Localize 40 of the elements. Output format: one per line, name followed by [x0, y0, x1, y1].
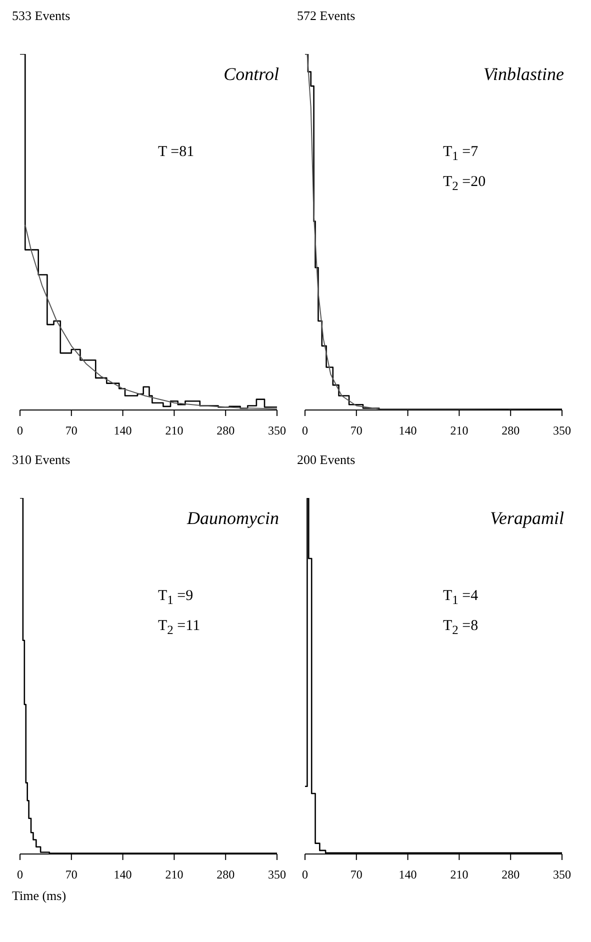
annotation: T$_{2}$ =8: [443, 618, 478, 638]
annotation: T$_{1}$ =7: [443, 144, 478, 164]
text: Daunomycin: [187, 508, 279, 529]
x-tick-label: 210: [450, 424, 468, 438]
x-tick-label: 0: [17, 868, 23, 882]
x-tick-label: 0: [17, 424, 23, 438]
chart-title: 533 Events: [11, 8, 72, 25]
x-tick-label: 140: [114, 424, 132, 438]
x-tick-label: 280: [502, 868, 520, 882]
x-tick-label: 140: [398, 424, 417, 438]
x-tick-label: 70: [65, 424, 78, 438]
x-tick-label: 210: [165, 868, 184, 882]
annotation: T$_{2}$ =20: [443, 174, 486, 194]
x-tick-label: 140: [398, 868, 417, 882]
x-tick-label: 280: [502, 424, 520, 438]
x-tick-label: 140: [114, 868, 132, 882]
x-tick-label: 350: [268, 868, 286, 882]
text: Vinblastine: [483, 64, 564, 85]
x-tick-label: 70: [350, 424, 362, 438]
text: Control: [224, 64, 279, 85]
x-tick-label: 210: [165, 424, 184, 438]
x-tick-label: 0: [302, 424, 308, 438]
x-tick-label: 0: [302, 868, 308, 882]
chart-title: 310 Events: [11, 452, 72, 469]
x-axis-title: Time (ms): [11, 888, 68, 904]
chart-title: 572 Events: [296, 8, 356, 25]
text: Verapamil: [490, 508, 564, 529]
annotation: T$_{1}$ =9: [158, 588, 194, 608]
x-tick-label: 280: [216, 424, 235, 438]
annotation: T$_{2}$ =11: [158, 618, 200, 638]
annotation: T$_{1}$ =4: [443, 588, 478, 608]
x-tick-label: 280: [216, 868, 235, 882]
x-tick-label: 70: [350, 868, 362, 882]
x-tick-label: 350: [268, 424, 286, 438]
x-tick-label: 70: [65, 868, 78, 882]
chart-title: 200 Events: [296, 452, 356, 469]
x-tick-label: 350: [553, 868, 571, 882]
x-tick-label: 210: [450, 868, 468, 882]
x-tick-label: 350: [553, 424, 571, 438]
annotation: T =81: [158, 144, 194, 161]
